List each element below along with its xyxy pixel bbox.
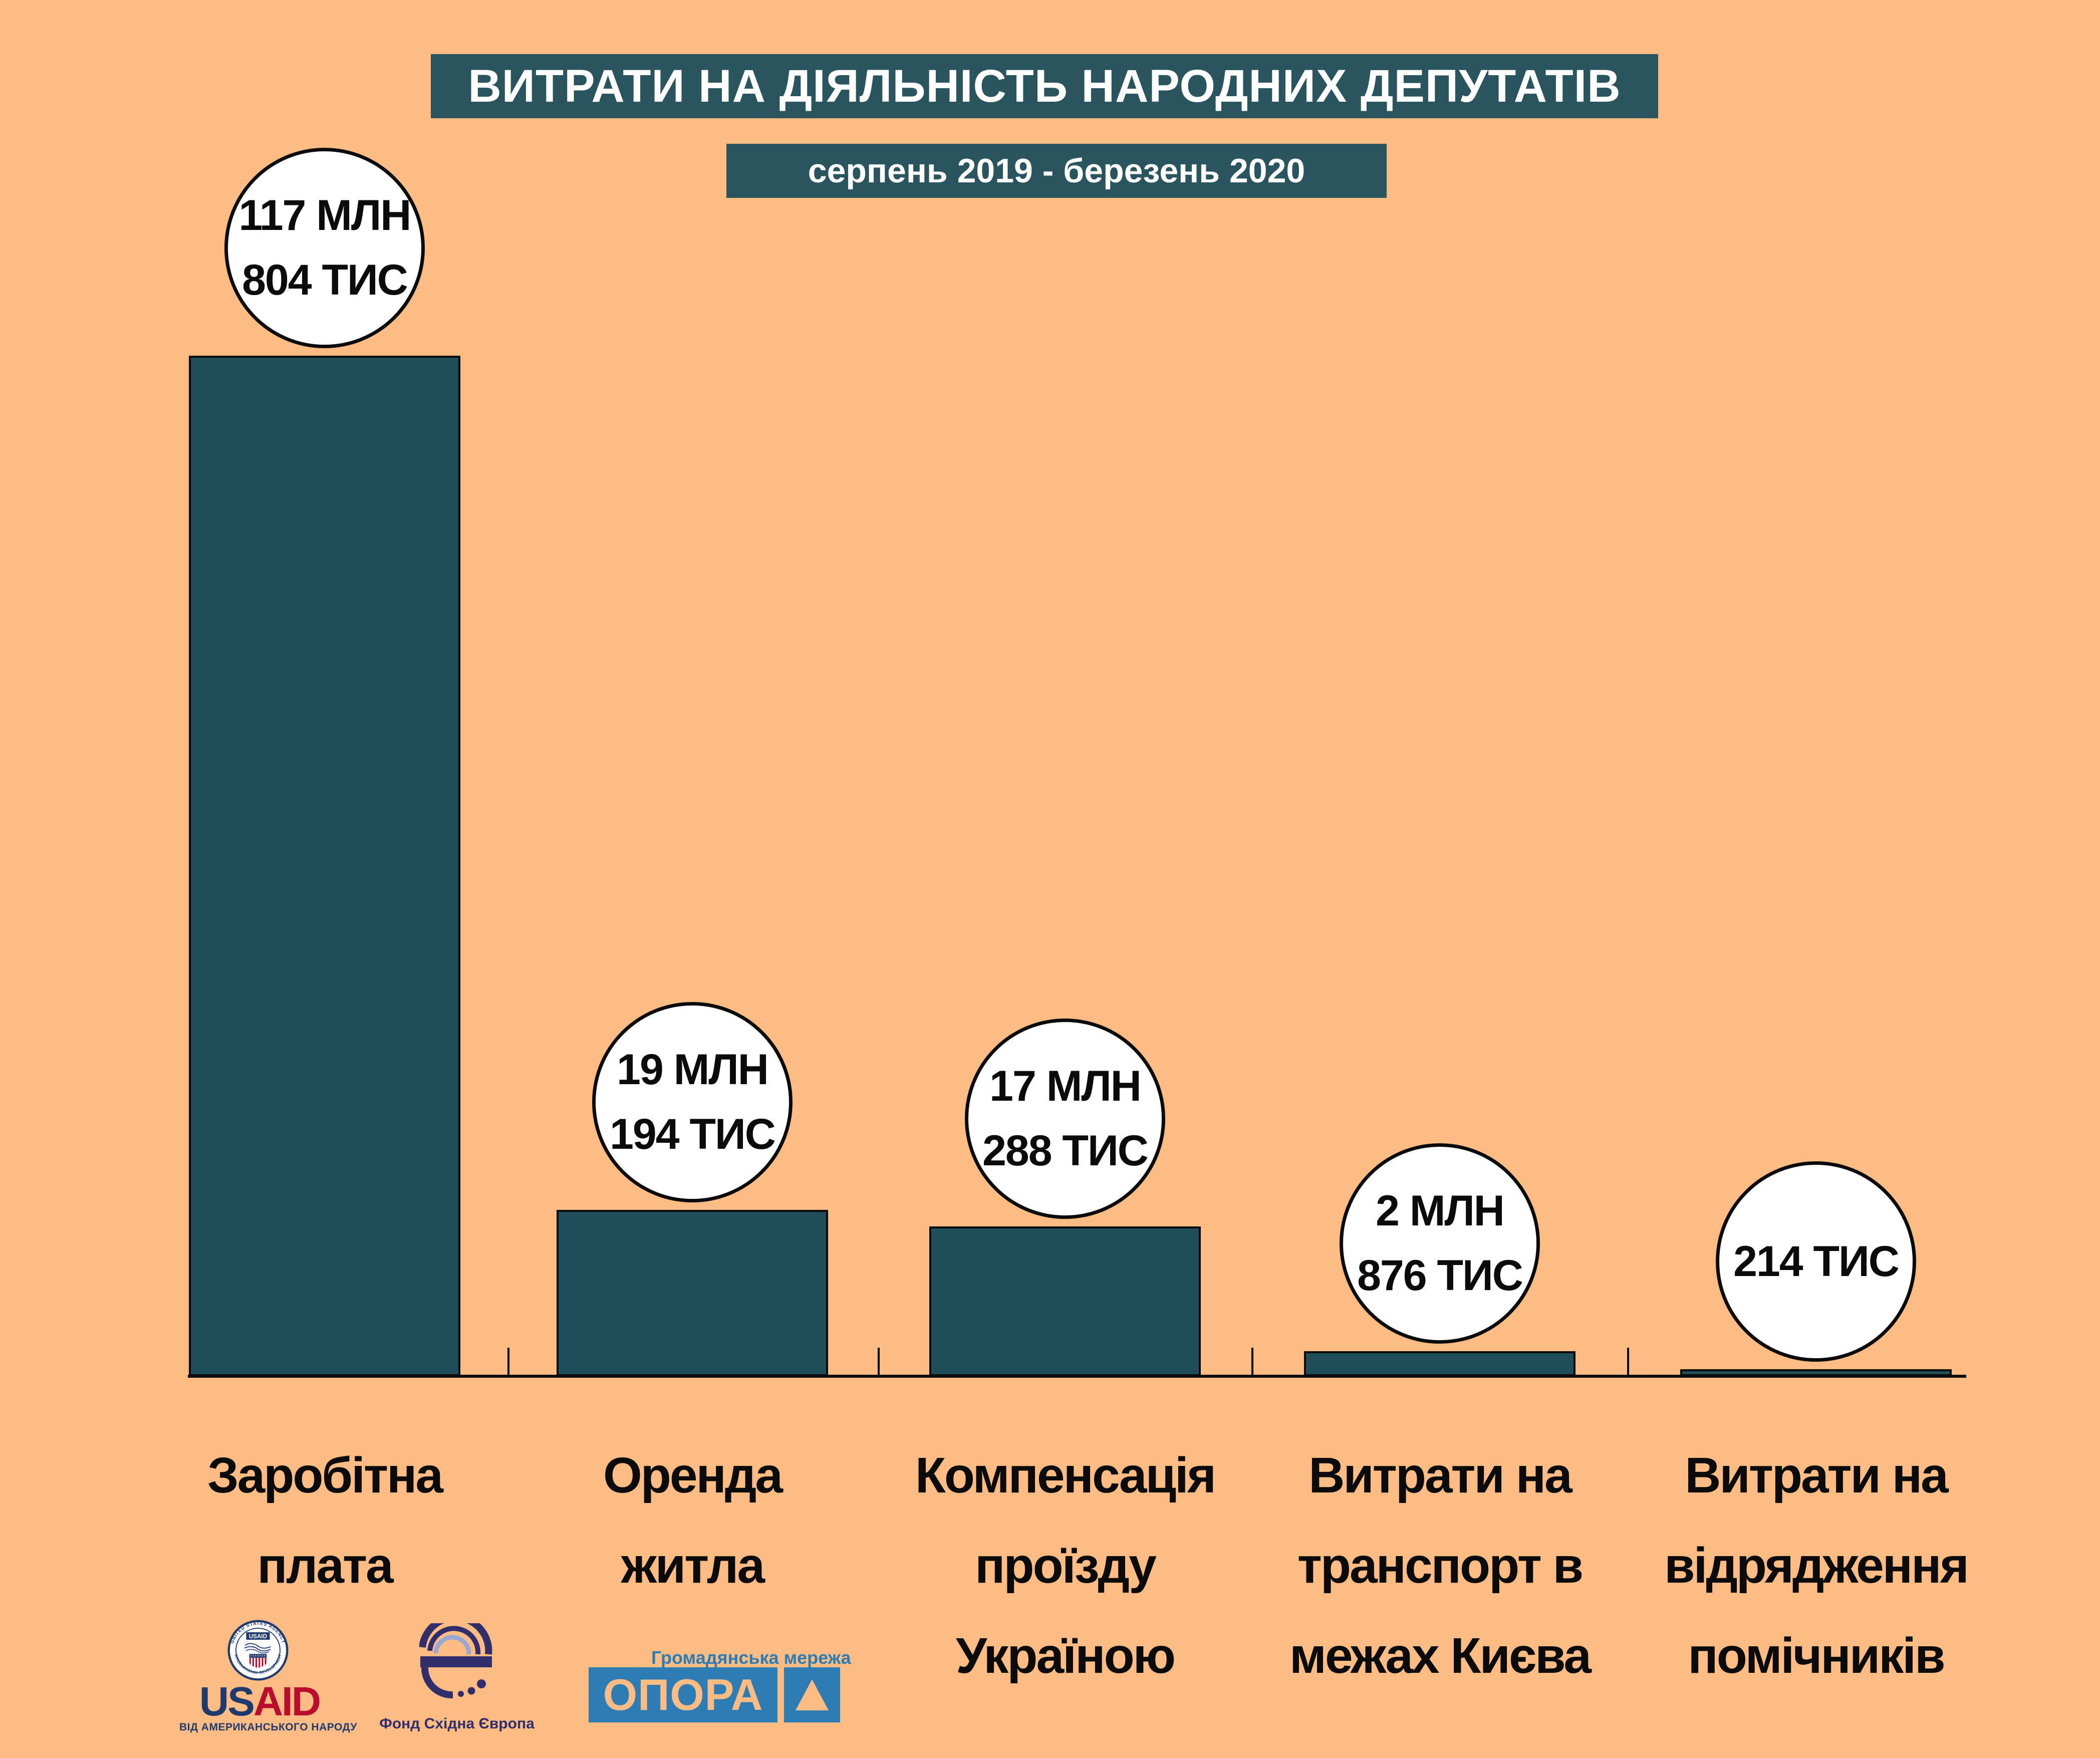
value-circle-3: 17 МЛН 288 ТИС xyxy=(965,1019,1165,1219)
usaid-wordmark-aid: AID xyxy=(253,1679,321,1724)
category-label-4: Витрати на транспорт в межах Києва xyxy=(1264,1430,1615,1701)
category-label-line: плата xyxy=(257,1538,393,1594)
value-label-line: 2 МЛН xyxy=(1376,1187,1505,1235)
value-circle-1: 117 МЛН 804 ТИС xyxy=(224,148,425,348)
value-label-line: 194 ТИС xyxy=(610,1110,776,1158)
category-label-line: Витрати на xyxy=(1308,1447,1572,1503)
category-label-line: відрядження xyxy=(1664,1538,1969,1594)
usaid-tagline: ВІД АМЕРИКАНСЬКОГО НАРОДУ xyxy=(179,1721,357,1733)
usaid-wordmark-us: US xyxy=(199,1679,255,1724)
east-europe-foundation-icon xyxy=(419,1623,492,1699)
value-circle-5: 214 ТИС xyxy=(1716,1161,1916,1362)
category-label-line: межах Києва xyxy=(1289,1628,1592,1684)
category-label-line: Україною xyxy=(955,1628,1176,1684)
axis-tick xyxy=(1251,1348,1253,1376)
bar-3 xyxy=(929,1226,1201,1376)
value-label-line: 117 МЛН xyxy=(238,191,412,239)
x-axis-line xyxy=(188,1375,1966,1378)
category-label-line: Заробітна xyxy=(207,1447,443,1503)
chart-title: ВИТРАТИ НА ДІЯЛЬНІСТЬ НАРОДНИХ ДЕПУТАТІВ xyxy=(468,60,1621,112)
opora-wordmark: ОПОРА xyxy=(603,1670,763,1719)
category-label-line: транспорт в xyxy=(1297,1538,1584,1594)
chart-subtitle-banner: серпень 2019 - березень 2020 xyxy=(726,144,1387,198)
bar-1 xyxy=(189,356,460,1376)
svg-text:USAID: USAID xyxy=(249,1633,268,1640)
bar-4 xyxy=(1304,1351,1576,1376)
opora-delta-box xyxy=(784,1667,840,1722)
value-label-line: 876 ТИС xyxy=(1357,1251,1523,1300)
bar-2 xyxy=(557,1210,828,1376)
category-label-line: Оренда xyxy=(603,1447,783,1503)
category-label-line: Витрати на xyxy=(1685,1447,1949,1503)
value-circle-4: 2 МЛН 876 ТИС xyxy=(1340,1143,1540,1344)
axis-tick xyxy=(507,1348,509,1376)
category-label-1: Заробітна плата xyxy=(149,1430,500,1611)
axis-tick xyxy=(878,1348,880,1376)
value-label-line: 17 МЛН xyxy=(989,1062,1142,1110)
chart-title-banner: ВИТРАТИ НА ДІЯЛЬНІСТЬ НАРОДНИХ ДЕПУТАТІВ xyxy=(431,54,1658,118)
value-label-line: 288 ТИС xyxy=(982,1127,1149,1175)
opora-network-label: Громадянська мережа xyxy=(651,1647,851,1668)
category-label-line: проїзду xyxy=(975,1538,1157,1594)
opora-wordmark-box: ОПОРА xyxy=(589,1667,777,1722)
value-label-line: 19 МЛН xyxy=(617,1046,769,1094)
category-label-line: Компенсація xyxy=(915,1447,1216,1503)
opora-triangle-icon xyxy=(796,1679,829,1710)
usaid-seal-icon: UNITED STATES AGENCY INTERNATIONAL DEVEL… xyxy=(227,1620,289,1681)
value-label-line: 804 ТИС xyxy=(242,256,408,304)
category-label-line: помічників xyxy=(1688,1628,1945,1684)
category-label-line: житла xyxy=(621,1538,765,1594)
axis-tick xyxy=(1627,1348,1629,1376)
value-circle-2: 19 МЛН 194 ТИС xyxy=(592,1002,793,1202)
category-label-5: Витрати на відрядження помічників xyxy=(1641,1430,1991,1701)
category-label-2: Оренда житла xyxy=(517,1430,868,1611)
value-label-line: 214 ТИС xyxy=(1733,1237,1900,1286)
chart-subtitle: серпень 2019 - березень 2020 xyxy=(808,152,1305,190)
east-europe-foundation-name: Фонд Східна Європа xyxy=(379,1715,535,1732)
usaid-wordmark: USAID xyxy=(184,1681,335,1722)
category-label-3: Компенсація проїзду Україною xyxy=(890,1430,1240,1701)
